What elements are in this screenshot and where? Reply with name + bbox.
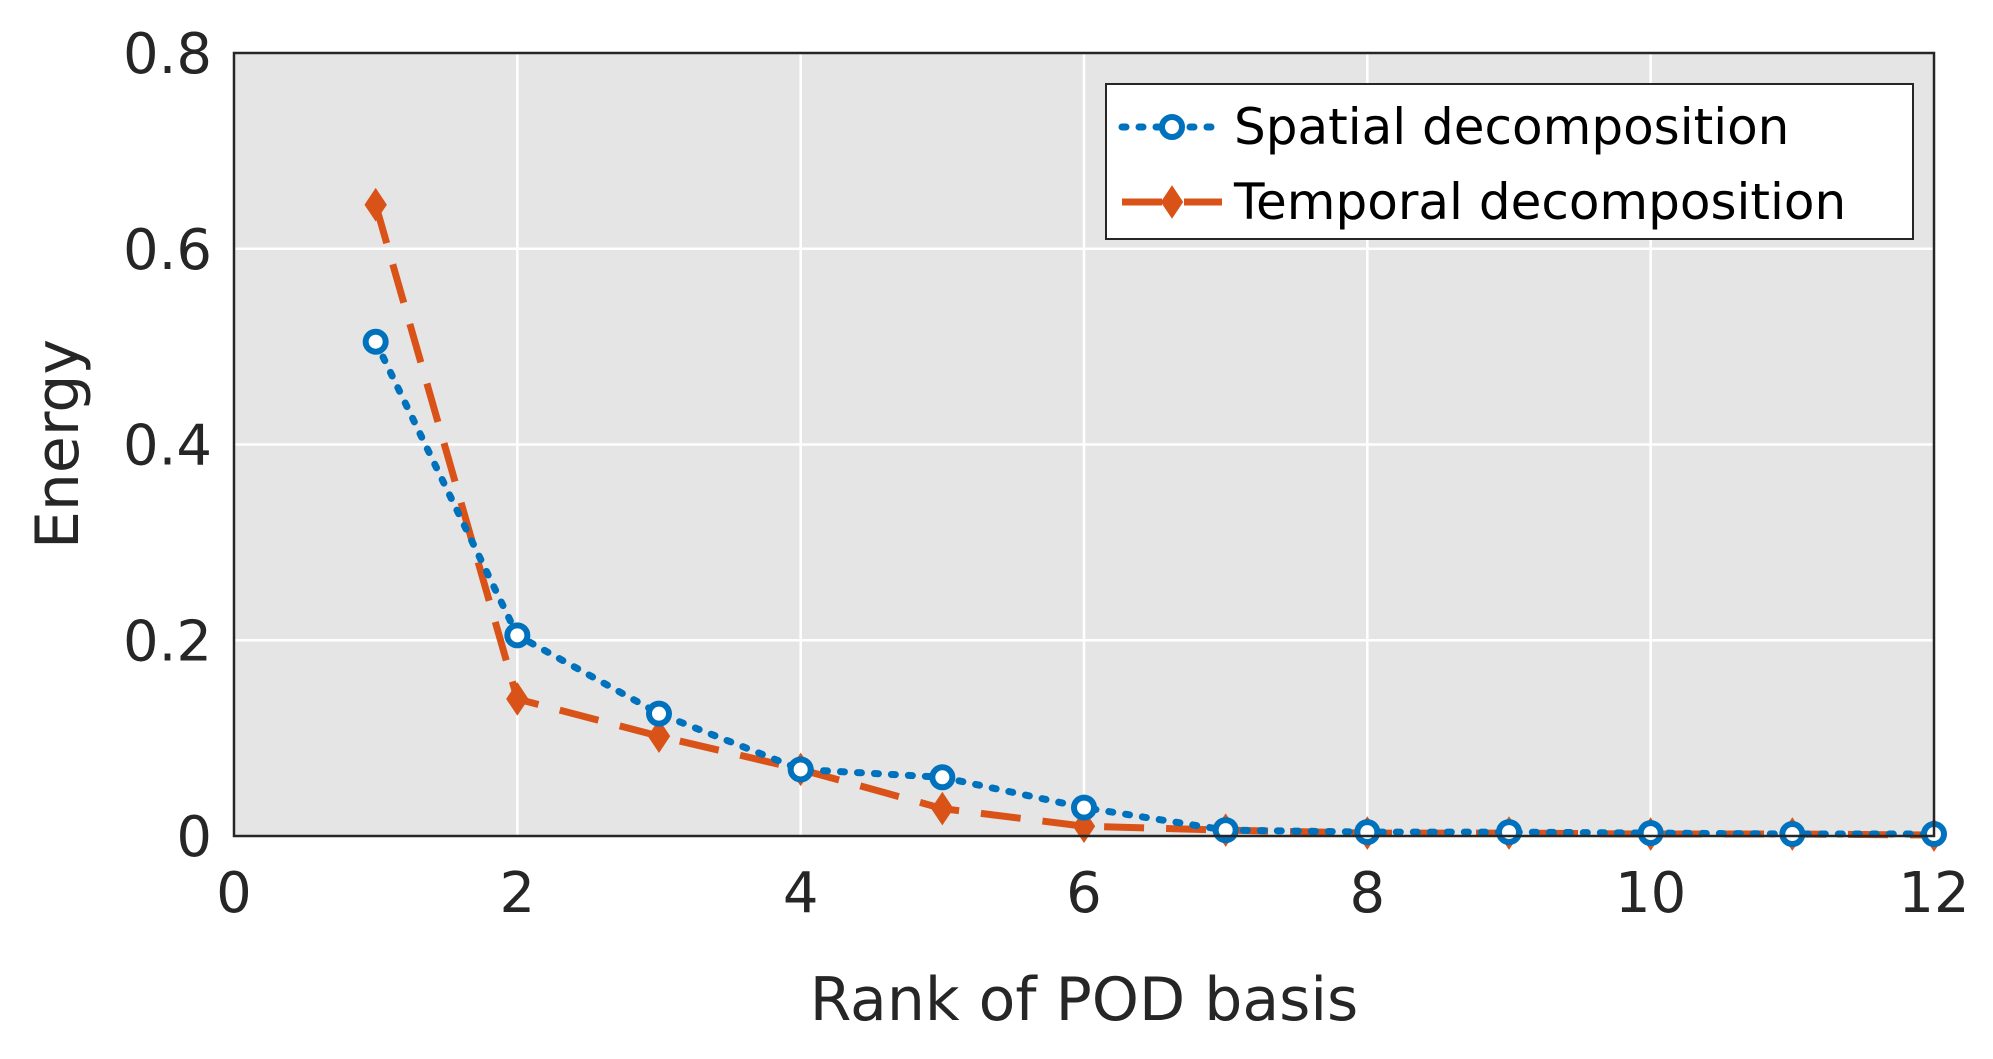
data-point-spatial-decomposition xyxy=(1637,820,1664,847)
y-tick-label: 0.8 xyxy=(123,22,212,87)
data-point-temporal-decomposition xyxy=(931,791,954,826)
y-tick-label: 0.2 xyxy=(123,609,212,674)
data-point-spatial-decomposition xyxy=(1071,794,1097,821)
x-axis-title: Rank of POD basis xyxy=(810,965,1359,1035)
data-point-spatial-decomposition xyxy=(787,756,814,783)
data-point-spatial-decomposition xyxy=(1496,819,1522,846)
data-point-spatial-decomposition xyxy=(929,764,956,791)
legend-label-spatial-decomposition: Spatial decomposition xyxy=(1234,98,1789,156)
x-tick-label: 10 xyxy=(1615,861,1686,926)
x-tick-label: 2 xyxy=(500,861,536,926)
legend-marker-temporal-decomposition xyxy=(1160,185,1184,219)
series-spatial-decomposition xyxy=(362,328,1947,848)
x-tick-label: 8 xyxy=(1350,861,1386,926)
data-point-spatial-decomposition xyxy=(1354,819,1381,846)
legend-item-spatial-decomposition: Spatial decomposition xyxy=(1118,98,1789,156)
y-tick-labels: 0 0.2 0.4 0.6 0.8 xyxy=(123,22,212,870)
legend-item-temporal-decomposition: Temporal decomposition xyxy=(1122,173,1846,231)
data-point-temporal-decomposition xyxy=(364,187,387,222)
legend-box xyxy=(1105,83,1914,240)
data-point-temporal-decomposition xyxy=(647,719,671,753)
legend: Spatial decomposition Temporal decomposit… xyxy=(1105,83,1914,240)
series-line-spatial-decomposition xyxy=(372,338,1938,838)
data-point-spatial-decomposition xyxy=(1779,821,1806,848)
y-tick-label: 0 xyxy=(176,805,212,870)
x-tick-label: 0 xyxy=(216,861,252,926)
plot-frame xyxy=(232,51,1936,838)
legend-marker-spatial-decomposition xyxy=(1159,114,1185,140)
data-point-spatial-decomposition xyxy=(362,328,389,355)
data-point-spatial-decomposition xyxy=(504,622,531,649)
y-tick-label: 0.4 xyxy=(123,414,212,479)
data-point-temporal-decomposition xyxy=(506,682,529,716)
x-tick-label: 4 xyxy=(783,861,819,926)
x-tick-labels: 0 2 4 6 8 10 12 xyxy=(216,861,1969,926)
data-point-spatial-decomposition xyxy=(646,700,672,727)
legend-label-temporal-decomposition: Temporal decomposition xyxy=(1233,173,1846,231)
y-axis-title: Energy xyxy=(23,339,93,549)
x-tick-label: 12 xyxy=(1898,861,1969,926)
y-tick-label: 0.6 xyxy=(123,218,212,283)
x-tick-label: 6 xyxy=(1066,861,1102,926)
